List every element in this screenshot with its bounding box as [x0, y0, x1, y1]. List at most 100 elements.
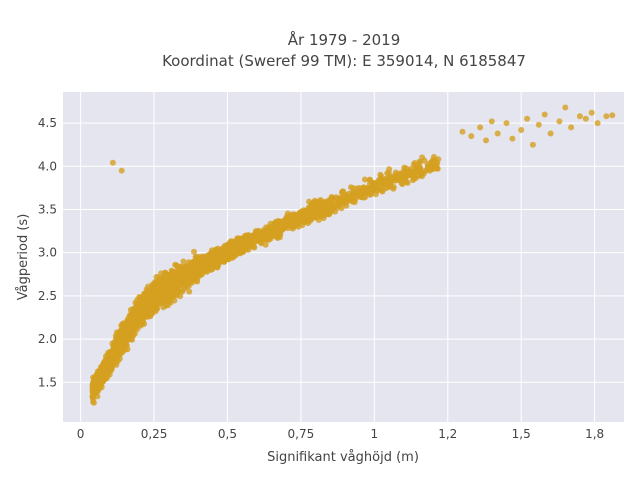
data-point [323, 210, 330, 217]
x-axis-label: Signifikant våghöjd (m) [267, 450, 419, 465]
data-point [107, 356, 114, 363]
data-point [588, 109, 595, 116]
data-point [168, 267, 175, 274]
x-tick-label: 0,5 [218, 427, 237, 441]
data-point [425, 164, 431, 171]
data-point [323, 202, 330, 208]
y-tick-label: 3.0 [38, 246, 57, 260]
data-point [280, 222, 286, 229]
data-point [213, 246, 220, 253]
y-axis-label: Vågperiod (s) [16, 214, 31, 301]
data-point [209, 258, 216, 264]
data-point [299, 214, 306, 221]
data-point [370, 180, 377, 186]
data-point [258, 239, 265, 246]
chart-subtitle: Koordinat (Sweref 99 TM): E 359014, N 61… [162, 52, 526, 70]
data-point [372, 191, 379, 198]
data-point [138, 308, 145, 315]
data-point [459, 128, 466, 135]
data-point [100, 372, 107, 379]
data-point [119, 348, 126, 355]
data-point [111, 360, 118, 367]
data-point [330, 205, 337, 212]
data-point [310, 205, 317, 212]
chart-title: År 1979 - 2019 [288, 30, 401, 49]
data-point [518, 127, 525, 133]
data-point [217, 247, 224, 254]
data-point [173, 284, 180, 291]
data-point [328, 199, 335, 206]
plot-background [63, 92, 624, 422]
data-point [172, 278, 179, 285]
x-axis-ticks: 0 0,25 0,5 0,75 1 1,2 1,5 1,8 [77, 427, 604, 441]
data-point [404, 170, 411, 177]
y-tick-label: 3.5 [38, 202, 57, 216]
data-point [411, 160, 418, 166]
data-point [161, 280, 168, 287]
data-point [132, 310, 139, 317]
data-point [100, 360, 107, 367]
y-axis-ticks: 1.5 2.0 2.5 3.0 3.5 4.0 4.5 [38, 116, 57, 389]
data-point [215, 261, 222, 267]
data-point [389, 175, 396, 182]
data-point [535, 121, 542, 128]
data-point [253, 229, 260, 236]
data-point [356, 185, 363, 192]
data-point [339, 189, 345, 196]
data-point [145, 296, 152, 303]
data-point [182, 275, 189, 282]
data-point [137, 294, 144, 301]
data-point [236, 239, 243, 246]
x-tick-label: 1 [371, 427, 379, 441]
data-point [192, 274, 198, 281]
data-point [603, 113, 610, 120]
x-tick-label: 1,2 [438, 427, 457, 441]
y-tick-label: 1.5 [38, 375, 57, 389]
data-point [151, 293, 158, 300]
data-point [288, 215, 295, 222]
data-point [308, 213, 315, 220]
data-point [177, 269, 184, 276]
data-point [289, 211, 296, 218]
data-point [180, 258, 187, 265]
data-point [109, 159, 116, 166]
data-point [556, 118, 563, 125]
data-point [252, 236, 259, 243]
data-point [361, 176, 368, 183]
y-tick-label: 4.5 [38, 116, 57, 130]
data-point [541, 111, 548, 118]
data-point [94, 393, 101, 400]
data-point [364, 190, 371, 196]
data-point [594, 120, 601, 127]
data-point [204, 260, 211, 267]
data-point [419, 154, 426, 161]
data-point [99, 367, 105, 374]
data-point [273, 227, 280, 233]
data-point [576, 113, 583, 120]
data-point [114, 344, 121, 351]
data-point [378, 187, 385, 194]
data-point [141, 290, 148, 297]
data-point [118, 167, 125, 174]
data-point [524, 115, 531, 122]
data-point [351, 199, 358, 206]
data-point [293, 220, 300, 227]
data-point [111, 352, 118, 359]
data-point [408, 168, 415, 175]
data-point [165, 302, 171, 309]
data-point [385, 180, 391, 187]
x-tick-label: 0 [77, 427, 85, 441]
data-point [434, 165, 440, 172]
data-point [246, 243, 253, 250]
data-point [338, 205, 345, 212]
data-point [299, 222, 306, 229]
data-points [89, 104, 616, 406]
data-point [160, 304, 167, 311]
data-point [221, 255, 228, 262]
data-point [193, 254, 200, 260]
x-tick-label: 1,5 [512, 427, 531, 441]
data-point [230, 250, 237, 257]
data-point [494, 130, 501, 137]
data-point [267, 220, 274, 227]
